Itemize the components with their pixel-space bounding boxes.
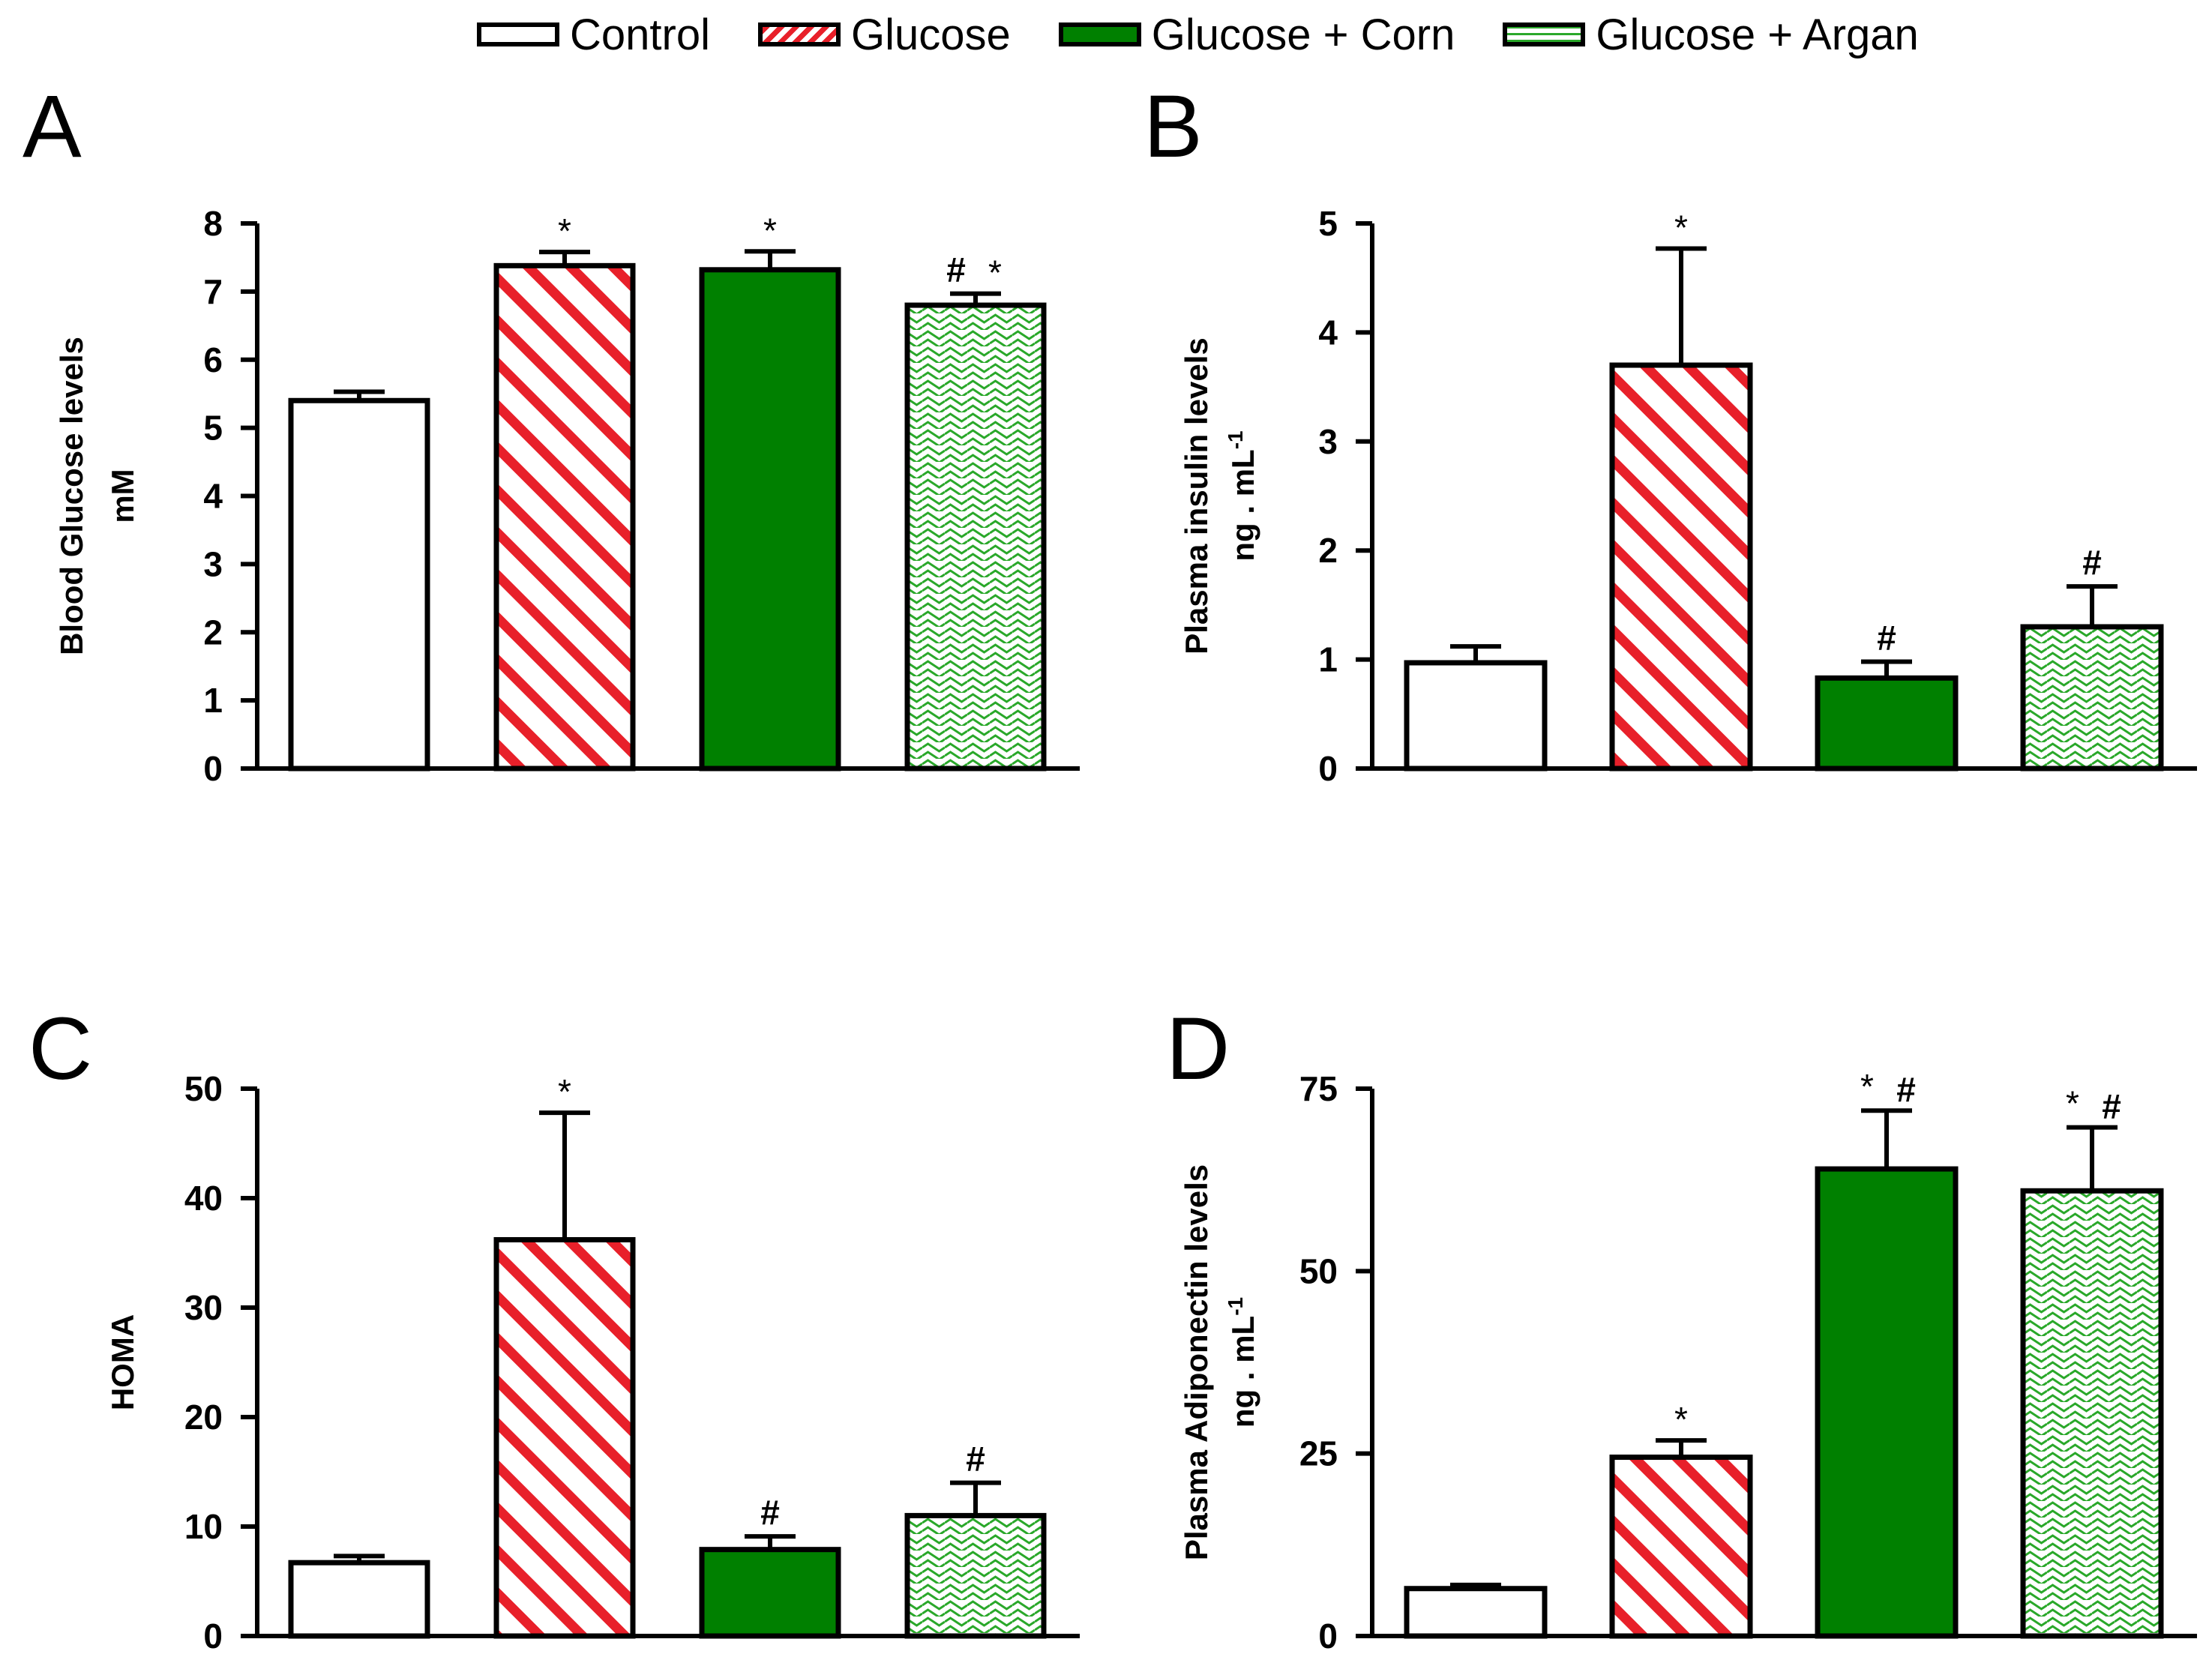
legend-item-glucose: Glucose bbox=[757, 10, 1011, 60]
y-tick-label-c-1: 10 bbox=[184, 1507, 223, 1546]
significance-b-corn: # bbox=[1877, 619, 1896, 658]
legend-swatch-corn bbox=[1058, 22, 1141, 46]
panel-letter-d: D bbox=[1166, 999, 1230, 1098]
bar-b-glucose bbox=[1609, 362, 1753, 772]
y-tick-label-d-1: 25 bbox=[1299, 1434, 1338, 1473]
bar-a-glucose bbox=[493, 262, 636, 772]
y-tick-label-a-2: 2 bbox=[203, 613, 223, 652]
panel-letter-b: B bbox=[1143, 77, 1203, 176]
bar-a-control bbox=[288, 397, 430, 772]
legend-label-glucose: Glucose bbox=[850, 10, 1011, 59]
bar-d-control bbox=[1404, 1586, 1548, 1639]
bar-c-corn bbox=[699, 1547, 841, 1639]
y-tick-label-a-7: 7 bbox=[203, 272, 223, 311]
significance-d-argan-1: * bbox=[2066, 1084, 2079, 1123]
significance-c-glucose: * bbox=[558, 1072, 571, 1111]
bar-c-glucose bbox=[493, 1236, 636, 1639]
y-tick-label-a-4: 4 bbox=[203, 477, 223, 516]
y-tick-label-d-2: 50 bbox=[1299, 1251, 1338, 1290]
bar-d-glucose bbox=[1609, 1455, 1753, 1639]
legend-label-corn: Glucose + Corn bbox=[1151, 10, 1455, 59]
y-tick-label-c-5: 50 bbox=[184, 1069, 223, 1108]
y-tick-label-a-0: 0 bbox=[203, 749, 223, 788]
y-tick-label-b-3: 3 bbox=[1318, 422, 1338, 461]
significance-d-corn-2: # bbox=[1896, 1070, 1916, 1109]
panel-letter-a: A bbox=[22, 77, 82, 176]
y-tick-label-d-3: 75 bbox=[1299, 1069, 1338, 1108]
significance-d-corn-1: * bbox=[1860, 1067, 1874, 1106]
significance-a-argan-2: * bbox=[988, 253, 1002, 292]
bar-a-corn bbox=[699, 267, 841, 772]
bar-d-corn bbox=[1815, 1166, 1959, 1639]
bar-a-argan bbox=[904, 302, 1047, 772]
y-axis-title-d: Plasma Adiponectin levels bbox=[1179, 1164, 1214, 1560]
y-axis-unit-b: ng . mL-1 bbox=[1224, 430, 1261, 561]
legend-label-control: Control bbox=[570, 10, 710, 59]
legend-swatch-control bbox=[477, 22, 559, 46]
significance-b-glucose: * bbox=[1674, 208, 1688, 247]
significance-d-glucose: * bbox=[1674, 1400, 1688, 1439]
legend-label-argan: Glucose + Argan bbox=[1596, 10, 1919, 59]
significance-b-argan: # bbox=[2082, 543, 2102, 582]
bar-b-corn bbox=[1815, 675, 1959, 772]
y-axis-unit-a: mM bbox=[105, 469, 140, 523]
y-axis-title-a: Blood Glucose levels bbox=[54, 337, 89, 655]
bar-c-argan bbox=[904, 1512, 1047, 1639]
legend: Control Glucose Glucose + Corn Glucose +… bbox=[477, 6, 1919, 63]
y-tick-label-b-4: 4 bbox=[1318, 313, 1338, 352]
y-axis-unit-superscript-b: -1 bbox=[1224, 430, 1247, 449]
significance-a-argan-1: # bbox=[946, 250, 966, 289]
significance-d-argan-2: # bbox=[2102, 1087, 2121, 1126]
y-tick-label-c-4: 40 bbox=[184, 1179, 223, 1218]
y-tick-label-c-0: 0 bbox=[203, 1617, 223, 1656]
y-tick-label-a-5: 5 bbox=[203, 409, 223, 448]
legend-swatch-argan bbox=[1503, 22, 1586, 46]
bar-b-argan bbox=[2020, 624, 2164, 772]
y-tick-label-c-2: 20 bbox=[184, 1398, 223, 1437]
panel-letter-c: C bbox=[28, 999, 93, 1098]
y-axis-unit-superscript-d: -1 bbox=[1224, 1297, 1247, 1316]
y-axis-title-b: Plasma insulin levels bbox=[1179, 337, 1214, 655]
y-tick-label-a-3: 3 bbox=[203, 544, 223, 583]
significance-a-corn: * bbox=[763, 211, 777, 250]
y-tick-label-a-6: 6 bbox=[203, 340, 223, 379]
y-tick-label-a-8: 8 bbox=[203, 204, 223, 243]
legend-item-argan: Glucose + Argan bbox=[1503, 10, 1919, 60]
significance-c-argan: # bbox=[966, 1440, 985, 1479]
y-tick-label-b-1: 1 bbox=[1318, 640, 1338, 679]
significance-a-glucose: * bbox=[558, 211, 571, 250]
y-tick-label-c-3: 30 bbox=[184, 1288, 223, 1327]
y-tick-label-d-0: 0 bbox=[1318, 1617, 1338, 1656]
y-tick-label-b-5: 5 bbox=[1318, 204, 1338, 243]
y-tick-label-a-1: 1 bbox=[203, 681, 223, 720]
y-tick-label-b-2: 2 bbox=[1318, 531, 1338, 570]
legend-swatch-glucose bbox=[757, 22, 841, 46]
bar-b-control bbox=[1404, 660, 1548, 772]
significance-c-corn: # bbox=[760, 1493, 780, 1532]
y-axis-title-c: HOMA bbox=[105, 1314, 140, 1410]
bar-c-control bbox=[288, 1560, 430, 1639]
y-tick-label-b-0: 0 bbox=[1318, 749, 1338, 788]
legend-item-corn: Glucose + Corn bbox=[1058, 10, 1455, 60]
y-axis-unit-d: ng . mL-1 bbox=[1224, 1297, 1261, 1428]
legend-item-control: Control bbox=[477, 10, 710, 60]
bar-d-argan bbox=[2020, 1188, 2164, 1639]
